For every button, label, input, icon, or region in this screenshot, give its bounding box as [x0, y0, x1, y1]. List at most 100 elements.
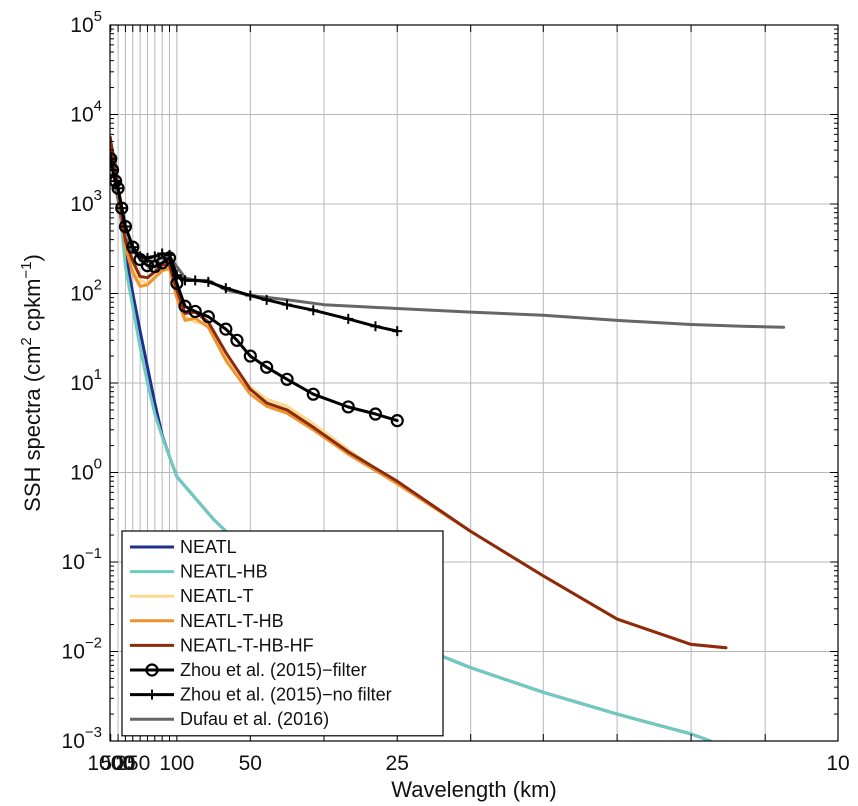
legend-item: Dufau et al. (2016)	[130, 709, 329, 729]
y-tick-base: 10	[62, 730, 85, 753]
data-point-circle	[162, 251, 177, 265]
data-point-circle	[341, 400, 355, 414]
y-tick-exponent: −1	[85, 545, 102, 562]
data-point-circle	[140, 258, 155, 273]
series-line	[110, 157, 399, 423]
data-point-circle	[170, 276, 184, 290]
y-tick-exponent: −3	[85, 724, 102, 741]
y-tick-label: 101	[70, 366, 102, 395]
data-point-circle	[280, 372, 294, 386]
series-lines	[110, 135, 786, 741]
legend-label: NEATL-T-HB	[180, 611, 284, 631]
legend-marker-plus	[147, 689, 157, 700]
legend-item: NEATL	[130, 537, 237, 557]
data-point-circle	[111, 181, 125, 195]
series-6	[110, 152, 404, 428]
x-axis-title: Wavelength (km)	[391, 777, 556, 802]
data-point-plus	[245, 290, 256, 301]
legend-label: NEATL	[180, 537, 237, 557]
y-tick-base: 10	[70, 372, 93, 395]
y-tick-exponent: 1	[94, 366, 102, 383]
y-tick-base: 10	[70, 462, 93, 485]
legend-label: Zhou et al. (2015)−no filter	[180, 685, 392, 705]
data-point-plus	[261, 294, 272, 305]
data-point-circle	[306, 387, 320, 401]
y-tick-base: 10	[70, 193, 93, 216]
y-tick-label: 10−1	[62, 545, 102, 574]
x-tick-label: 1000	[87, 752, 134, 775]
data-point-circle	[201, 310, 215, 324]
x-tick-label: 250	[115, 752, 150, 775]
data-point-circle	[178, 299, 192, 313]
data-point-circle	[219, 322, 233, 336]
y-axis-title-sup2: −1	[18, 261, 35, 278]
x-tick-label: 100	[159, 752, 194, 775]
y-axis-title-main: SSH spectra (cm	[20, 346, 45, 512]
y-tick-exponent: −2	[85, 635, 102, 652]
data-point-circle	[368, 407, 383, 421]
x-tick-label: 10	[826, 752, 849, 775]
legend: NEATL NEATL-HB NEATL-T NEATL-T-HB NEATL-T-HB…	[121, 530, 444, 737]
y-tick-label: 100	[70, 456, 102, 485]
data-point-circle	[115, 201, 129, 215]
y-tick-base: 10	[70, 14, 93, 37]
legend-label: Zhou et al. (2015)−filter	[180, 660, 367, 680]
legend-box	[121, 530, 444, 737]
data-point-plus	[308, 305, 319, 316]
data-point-circle	[126, 240, 140, 254]
series-line	[110, 141, 712, 741]
x-tick-label: 50	[239, 752, 262, 775]
data-point-plus	[392, 326, 403, 337]
x-tick-label: 500	[101, 752, 136, 775]
data-point-plus	[142, 252, 153, 263]
legend-label: NEATL-HB	[180, 562, 268, 582]
y-tick-exponent: 3	[94, 187, 102, 204]
y-tick-label: 102	[70, 277, 102, 306]
legend-item: NEATL-T	[130, 586, 254, 606]
y-tick-label: 105	[70, 8, 102, 37]
data-point-circle	[148, 259, 162, 274]
legend-item: NEATL-HB	[130, 562, 268, 582]
y-tick-label: 10−2	[62, 635, 102, 664]
legend-item: Zhou et al. (2015)−filter	[130, 660, 367, 680]
data-point-plus	[203, 276, 214, 287]
legend-label: NEATL-T-HB-HF	[180, 635, 314, 655]
y-tick-label: 10−3	[62, 724, 102, 753]
legend-item: Zhou et al. (2015)−no filter	[130, 685, 392, 705]
legend-item: NEATL-T-HB-HF	[130, 635, 314, 655]
y-tick-base: 10	[62, 551, 85, 574]
data-point-plus	[370, 321, 381, 332]
y-tick-base: 10	[70, 104, 93, 127]
y-tick-base: 10	[62, 641, 85, 664]
data-point-circle	[243, 349, 257, 363]
y-axis-title-mid: cpkm	[20, 279, 45, 338]
legend-label: Dufau et al. (2016)	[180, 709, 329, 729]
data-point-circle	[230, 333, 244, 347]
data-point-plus	[149, 251, 160, 262]
legend-marker-circle	[145, 663, 159, 677]
x-tick-label: 25	[386, 752, 409, 775]
legend-label: NEATL-T	[180, 586, 254, 606]
y-axis-title-end: )	[20, 254, 45, 261]
y-tick-base: 10	[70, 283, 93, 306]
y-tick-exponent: 5	[94, 8, 102, 25]
y-tick-exponent: 0	[94, 456, 102, 473]
data-point-circle	[260, 360, 274, 374]
legend-items: NEATL NEATL-HB NEATL-T NEATL-T-HB NEATL-T-HB…	[130, 537, 392, 729]
y-axis-title: SSH spectra (cm2 cpkm−1)	[18, 254, 45, 512]
data-point-plus	[343, 313, 354, 324]
legend-item: NEATL-T-HB	[130, 611, 284, 631]
data-point-circle	[118, 219, 133, 234]
data-point-plus	[220, 283, 231, 294]
y-axis-title-sup1: 2	[18, 337, 35, 345]
y-tick-exponent: 4	[94, 98, 102, 115]
data-point-plus	[282, 299, 293, 310]
data-point-circle	[188, 304, 202, 319]
series-2	[110, 141, 712, 741]
data-point-circle	[390, 414, 404, 428]
y-tick-label: 103	[70, 187, 102, 216]
